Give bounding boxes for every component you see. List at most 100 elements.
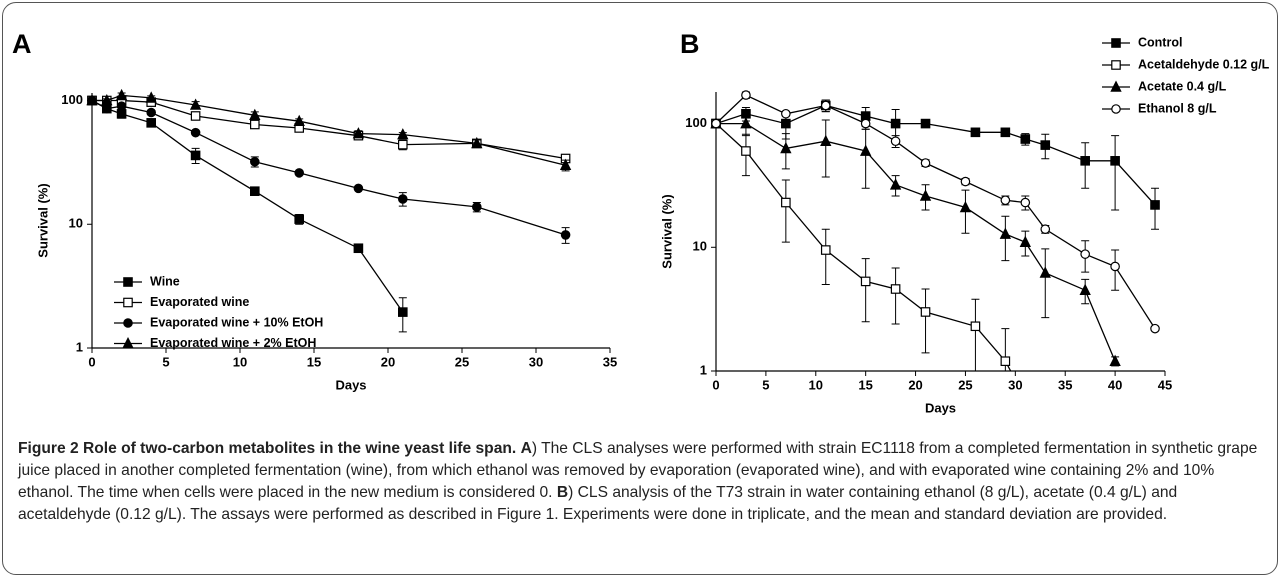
marker xyxy=(145,91,157,103)
marker xyxy=(999,227,1012,239)
x-tick-label: 20 xyxy=(908,377,922,392)
marker xyxy=(1040,224,1051,235)
error-bar xyxy=(921,288,930,354)
x-tick-label: 25 xyxy=(455,354,469,369)
marker xyxy=(920,307,931,317)
x-tick-label: 5 xyxy=(162,354,169,369)
y-axis-label: Survival (%) xyxy=(35,183,50,257)
caption-a-label: A xyxy=(520,440,532,457)
caption: Figure 2 Role of two-carbon metabolites … xyxy=(18,438,1268,526)
marker xyxy=(740,117,752,129)
marker xyxy=(190,127,201,138)
marker xyxy=(1019,235,1031,247)
marker xyxy=(101,93,113,106)
legend-label: Acetate 0.4 g/L xyxy=(1138,79,1227,93)
y-tick-label: 10 xyxy=(693,239,707,254)
error-bar xyxy=(891,267,900,325)
caption-b-label: B xyxy=(556,484,569,501)
x-tick-label: 15 xyxy=(858,377,872,392)
plot-area xyxy=(710,90,1160,371)
marker xyxy=(560,230,571,240)
marker xyxy=(960,176,971,187)
legend-marker xyxy=(1111,38,1121,48)
y-axis-label: Survival (%) xyxy=(659,194,674,268)
x-tick-label: 10 xyxy=(233,354,247,369)
legend-marker xyxy=(123,277,133,287)
marker xyxy=(1109,354,1121,367)
caption-b-text: ) CLS analysis of the T73 strain in wate… xyxy=(18,484,1178,523)
x-tick-label: 0 xyxy=(712,377,719,392)
marker xyxy=(190,111,201,121)
marker xyxy=(294,214,304,224)
error-bar xyxy=(821,119,830,178)
legend-marker xyxy=(1111,60,1121,70)
marker xyxy=(146,118,156,128)
panel-label: B xyxy=(680,29,700,59)
error-bar xyxy=(1001,328,1010,371)
x-tick-label: 40 xyxy=(1108,377,1122,392)
series-line xyxy=(715,104,1156,206)
marker xyxy=(250,119,260,130)
marker xyxy=(780,141,792,154)
marker xyxy=(249,108,261,121)
marker xyxy=(189,98,202,110)
marker xyxy=(1110,261,1120,272)
x-tick-label: 15 xyxy=(307,354,321,369)
error-bar xyxy=(861,258,870,323)
marker xyxy=(890,136,901,147)
marker xyxy=(1079,283,1091,295)
y-tick-label: 10 xyxy=(69,216,83,231)
marker xyxy=(398,307,408,317)
marker xyxy=(471,202,482,212)
legend-label: Evaporated wine + 10% EtOH xyxy=(150,315,323,329)
marker xyxy=(250,186,260,196)
marker xyxy=(890,118,901,129)
marker xyxy=(353,183,364,194)
marker xyxy=(820,100,831,111)
series-line xyxy=(92,99,566,160)
panel-label: A xyxy=(12,29,32,59)
caption-title: Figure 2 Role of two-carbon metabolites … xyxy=(18,440,517,457)
marker xyxy=(1020,197,1031,208)
x-tick-label: 30 xyxy=(1008,377,1022,392)
legend-label: Evaporated wine xyxy=(150,295,249,309)
legend-marker xyxy=(123,318,133,328)
marker xyxy=(781,118,791,129)
marker xyxy=(294,168,304,178)
x-tick-label: 10 xyxy=(809,377,823,392)
marker xyxy=(1000,127,1011,138)
error-bar xyxy=(971,298,980,371)
marker xyxy=(820,134,832,147)
marker xyxy=(919,189,932,201)
marker xyxy=(116,101,127,111)
marker xyxy=(970,127,981,138)
x-tick-label: 20 xyxy=(381,354,395,369)
marker xyxy=(397,194,408,204)
marker xyxy=(860,118,871,129)
marker xyxy=(711,118,721,129)
series-line xyxy=(91,99,566,236)
error-bar xyxy=(821,228,830,286)
legend-label: Wine xyxy=(150,274,180,288)
error-bar xyxy=(861,128,870,189)
marker xyxy=(471,136,483,149)
legend-label: Ethanol 8 g/L xyxy=(1138,101,1217,115)
marker xyxy=(781,108,791,119)
marker xyxy=(293,114,305,127)
marker xyxy=(352,127,365,139)
marker xyxy=(1150,200,1160,210)
marker xyxy=(890,284,901,294)
marker xyxy=(1000,195,1011,206)
x-axis-label: Days xyxy=(335,377,366,392)
x-tick-label: 5 xyxy=(762,377,769,392)
marker xyxy=(1110,156,1120,166)
series-line xyxy=(715,123,1012,371)
marker xyxy=(959,200,972,213)
marker xyxy=(86,93,98,106)
series-line xyxy=(715,94,1156,329)
marker xyxy=(1080,249,1090,259)
marker xyxy=(1040,140,1051,150)
